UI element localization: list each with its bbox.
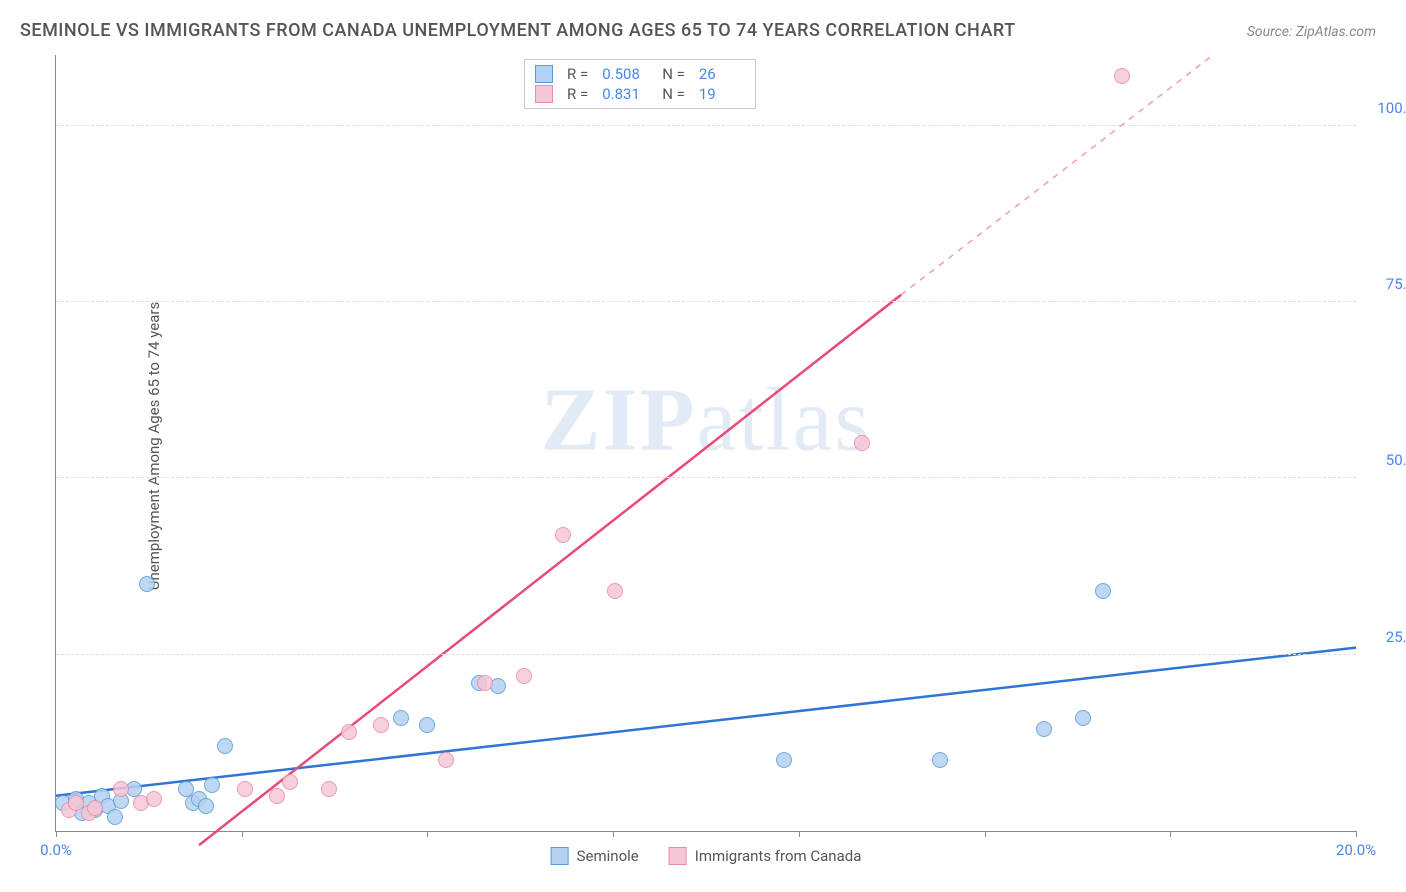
data-point-canada bbox=[146, 791, 162, 807]
data-point-canada bbox=[282, 774, 298, 790]
data-point-seminole bbox=[204, 777, 220, 793]
data-point-canada bbox=[113, 781, 129, 797]
data-point-canada bbox=[516, 668, 532, 684]
legend-swatch bbox=[535, 65, 553, 83]
data-point-seminole bbox=[107, 809, 123, 825]
data-point-canada bbox=[438, 752, 454, 768]
legend-series-item: Seminole bbox=[551, 847, 639, 865]
legend-n-label: N = bbox=[662, 65, 685, 83]
x-tick-mark bbox=[799, 831, 800, 837]
legend-series-item: Immigrants from Canada bbox=[669, 847, 862, 865]
legend-stats: R = 0.508 N = 26 R = 0.831 N = 19 bbox=[524, 59, 756, 109]
data-point-canada bbox=[87, 800, 103, 816]
legend-n-value: 19 bbox=[699, 85, 745, 103]
data-point-seminole bbox=[776, 752, 792, 768]
data-point-canada bbox=[477, 675, 493, 691]
data-point-seminole bbox=[393, 710, 409, 726]
legend-series: Seminole Immigrants from Canada bbox=[551, 847, 862, 865]
data-point-canada bbox=[237, 781, 253, 797]
gridline-horizontal bbox=[56, 654, 1356, 655]
data-point-seminole bbox=[1095, 583, 1111, 599]
data-point-seminole bbox=[198, 798, 214, 814]
trend-lines-layer bbox=[56, 55, 1356, 831]
chart-title: SEMINOLE VS IMMIGRANTS FROM CANADA UNEMP… bbox=[20, 20, 1016, 41]
data-point-canada bbox=[341, 724, 357, 740]
x-tick-mark bbox=[1356, 831, 1357, 837]
x-tick-mark bbox=[985, 831, 986, 837]
legend-n-value: 26 bbox=[699, 65, 745, 83]
legend-r-value: 0.831 bbox=[602, 85, 648, 103]
data-point-canada bbox=[1114, 68, 1130, 84]
x-tick-mark bbox=[1170, 831, 1171, 837]
source-attribution: Source: ZipAtlas.com bbox=[1247, 24, 1376, 40]
x-tick-mark bbox=[242, 831, 243, 837]
y-tick-label: 100.0% bbox=[1366, 99, 1406, 117]
trend-line-dashed-canada bbox=[901, 55, 1213, 295]
chart-plot-area: ZIPatlas R =0.508N =26R =0.831N =19 Semi… bbox=[55, 55, 1356, 832]
legend-swatch bbox=[551, 847, 569, 865]
y-tick-label: 75.0% bbox=[1366, 275, 1406, 293]
legend-r-value: 0.508 bbox=[602, 65, 648, 83]
legend-swatch bbox=[535, 85, 553, 103]
legend-n-label: N = bbox=[662, 85, 685, 103]
x-tick-label: 20.0% bbox=[1336, 841, 1376, 859]
gridline-horizontal bbox=[56, 301, 1356, 302]
legend-series-label: Immigrants from Canada bbox=[695, 847, 862, 865]
data-point-seminole bbox=[1075, 710, 1091, 726]
y-tick-label: 50.0% bbox=[1366, 451, 1406, 469]
legend-series-label: Seminole bbox=[577, 847, 639, 865]
trend-line-canada bbox=[199, 295, 901, 845]
data-point-canada bbox=[373, 717, 389, 733]
x-tick-mark bbox=[56, 831, 57, 837]
legend-r-label: R = bbox=[567, 85, 588, 103]
legend-stat-row: R = 0.508 N = 26 bbox=[535, 64, 745, 84]
gridline-horizontal bbox=[56, 477, 1356, 478]
data-point-canada bbox=[321, 781, 337, 797]
data-point-canada bbox=[854, 435, 870, 451]
data-point-canada bbox=[607, 583, 623, 599]
x-tick-mark bbox=[427, 831, 428, 837]
legend-r-label: R = bbox=[567, 65, 588, 83]
x-tick-mark bbox=[613, 831, 614, 837]
data-point-seminole bbox=[1036, 721, 1052, 737]
data-point-seminole bbox=[217, 738, 233, 754]
data-point-canada bbox=[269, 788, 285, 804]
legend-stat-row: R = 0.831 N = 19 bbox=[535, 84, 745, 104]
data-point-seminole bbox=[419, 717, 435, 733]
gridline-horizontal bbox=[56, 125, 1356, 126]
x-tick-label: 0.0% bbox=[40, 841, 72, 859]
trend-line-seminole bbox=[56, 648, 1356, 796]
y-tick-label: 25.0% bbox=[1366, 628, 1406, 646]
data-point-canada bbox=[555, 527, 571, 543]
legend-swatch bbox=[669, 847, 687, 865]
data-point-seminole bbox=[932, 752, 948, 768]
data-point-seminole bbox=[139, 576, 155, 592]
